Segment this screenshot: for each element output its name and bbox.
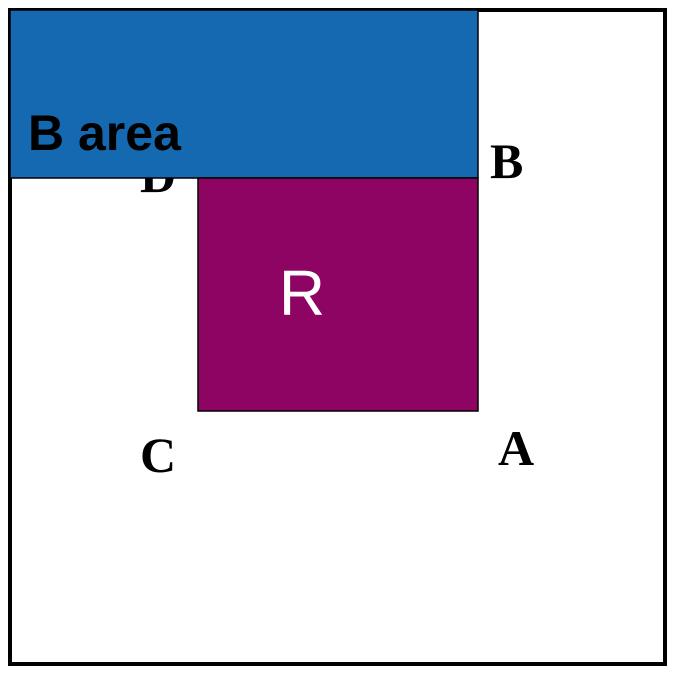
point-label-a: A — [498, 420, 534, 476]
region-r-label: R — [279, 257, 325, 329]
point-label-c: C — [140, 427, 176, 483]
region-b-area — [9, 9, 479, 179]
point-label-b: B — [490, 133, 523, 189]
region-r — [197, 177, 479, 412]
region-b-label: B area — [28, 105, 182, 161]
